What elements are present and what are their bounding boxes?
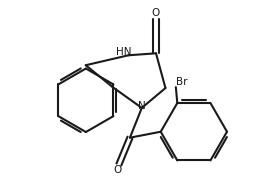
Text: O: O — [152, 8, 160, 18]
Text: HN: HN — [116, 47, 132, 57]
Text: O: O — [113, 165, 121, 175]
Text: N: N — [139, 101, 146, 111]
Text: Br: Br — [176, 77, 188, 87]
